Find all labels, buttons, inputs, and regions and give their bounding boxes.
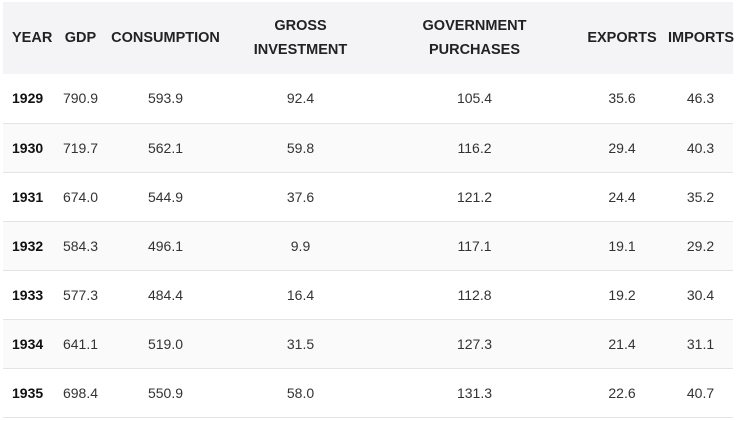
column-header-label: YEAR: [12, 30, 53, 46]
table-row: 1935 698.4 550.9 58.0 131.3 22.6 40.7: [3, 368, 733, 417]
cell-gdp: 584.3: [62, 237, 99, 254]
column-header-label: CONSUMPTION: [111, 30, 220, 46]
cell-year: 1935: [12, 384, 44, 401]
column-header-consumption: CONSUMPTION: [103, 2, 228, 74]
table-row: 1933 577.3 484.4 16.4 112.8 19.2 30.4: [3, 270, 733, 319]
cell-consumption: 593.9: [147, 90, 184, 107]
column-header-label: PURCHASES: [428, 42, 521, 58]
column-header-year: YEAR: [3, 2, 58, 74]
cell-government-purchases: 105.4: [456, 90, 493, 107]
table-body: 1929 790.9 593.9 92.4 105.4 35.6 46.3 1930 719.7…: [3, 74, 733, 417]
cell-gdp: 674.0: [62, 188, 99, 205]
cell-exports: 29.4: [608, 139, 636, 156]
cell-exports: 19.1: [608, 237, 636, 254]
cell-year: 1929: [12, 90, 44, 107]
column-header-label: GDP: [64, 30, 97, 46]
cell-gdp: 641.1: [62, 335, 99, 352]
cell-imports: 35.2: [686, 188, 715, 205]
table-row: 1930 719.7 562.1 59.8 116.2 29.4 40.3: [3, 123, 733, 172]
cell-year: 1932: [12, 237, 44, 254]
cell-year: 1930: [12, 139, 44, 156]
cell-consumption: 544.9: [147, 188, 184, 205]
cell-imports: 30.4: [686, 286, 715, 303]
cell-exports: 24.4: [608, 188, 636, 205]
table-row: 1932 584.3 496.1 9.9 117.1 19.1 29.2: [3, 221, 733, 270]
column-header-gdp: GDP: [58, 2, 103, 74]
cell-gross-investment: 16.4: [286, 286, 315, 303]
cell-imports: 29.2: [686, 237, 715, 254]
cell-gross-investment: 92.4: [286, 90, 315, 107]
column-header-label: INVESTMENT: [253, 42, 348, 58]
cell-gross-investment: 59.8: [286, 139, 315, 156]
column-header-label: GOVERNMENT: [422, 18, 527, 34]
cell-government-purchases: 116.2: [457, 139, 492, 156]
table-header: YEAR GDP CONSUMPTION GROSS INVESTMENT GOVERNM…: [3, 2, 735, 74]
cell-imports: 40.3: [686, 139, 715, 156]
cell-gdp: 790.9: [62, 90, 99, 107]
cell-exports: 19.2: [608, 286, 636, 303]
gdp-components-table: YEAR GDP CONSUMPTION GROSS INVESTMENT GOVERNM…: [3, 2, 735, 418]
cell-gross-investment: 9.9: [290, 237, 311, 254]
cell-gdp: 577.3: [62, 286, 99, 303]
cell-gdp: 719.7: [62, 139, 99, 156]
table-row: 1929 790.9 593.9 92.4 105.4 35.6 46.3: [3, 74, 733, 123]
cell-gross-investment: 31.5: [286, 335, 315, 352]
cell-imports: 46.3: [686, 90, 715, 107]
cell-year: 1934: [12, 335, 44, 352]
cell-consumption: 496.1: [147, 237, 184, 254]
cell-consumption: 562.1: [147, 139, 184, 156]
cell-consumption: 519.0: [147, 335, 184, 352]
cell-government-purchases: 112.8: [457, 286, 492, 303]
cell-gdp: 698.4: [62, 384, 99, 401]
cell-government-purchases: 131.3: [456, 384, 493, 401]
column-header-government-purchases: GOVERNMENT PURCHASES: [373, 2, 576, 74]
cell-government-purchases: 121.2: [456, 188, 493, 205]
cell-year: 1931: [12, 188, 44, 205]
column-header-exports: EXPORTS: [576, 2, 668, 74]
table-row: 1931 674.0 544.9 37.6 121.2 24.4 35.2: [3, 172, 733, 221]
cell-government-purchases: 117.1: [457, 237, 492, 254]
cell-gross-investment: 37.6: [286, 188, 315, 205]
column-header-label: GROSS: [274, 18, 327, 34]
column-header-label: EXPORTS: [587, 30, 657, 46]
cell-exports: 22.6: [608, 384, 636, 401]
column-header-label: IMPORTS: [668, 30, 735, 46]
cell-imports: 40.7: [686, 384, 715, 401]
cell-exports: 35.6: [608, 90, 636, 107]
cell-exports: 21.4: [608, 335, 636, 352]
cell-consumption: 484.4: [147, 286, 184, 303]
cell-imports: 31.1: [686, 335, 715, 352]
cell-consumption: 550.9: [147, 384, 184, 401]
cell-gross-investment: 58.0: [286, 384, 315, 401]
table-row: 1934 641.1 519.0 31.5 127.3 21.4 31.1: [3, 319, 733, 368]
cell-year: 1933: [12, 286, 44, 303]
cell-government-purchases: 127.3: [456, 335, 493, 352]
header-row: YEAR GDP CONSUMPTION GROSS INVESTMENT GOVERNM…: [3, 2, 735, 74]
column-header-gross-investment: GROSS INVESTMENT: [228, 2, 373, 74]
column-header-imports: IMPORTS: [668, 2, 735, 74]
